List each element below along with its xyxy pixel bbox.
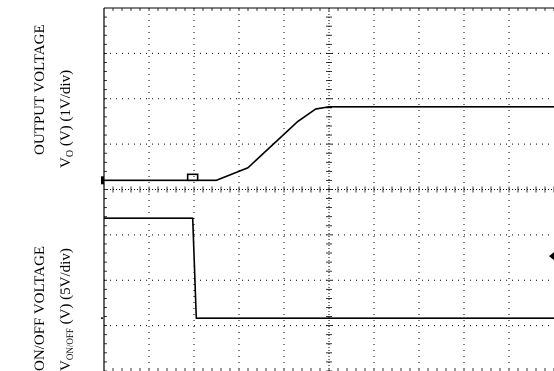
output-voltage-subscript: O	[65, 150, 76, 157]
y-axis-labels: OUTPUT VOLTAGE VO (V) (1V/div) ON/OFF VO…	[32, 24, 76, 371]
output-voltage-symbol: V	[58, 157, 74, 168]
onoff-voltage-subscript: ON/OFF	[65, 328, 75, 360]
channel1-ground-marker	[101, 176, 104, 185]
onoff-voltage-units: (V) (5V/div)	[58, 248, 74, 328]
output-voltage-label-line2: VO (V) (1V/div)	[58, 70, 76, 168]
onoff-voltage-label-line2: VON/OFF (V) (5V/div)	[58, 248, 75, 371]
onoff-voltage-symbol: V	[58, 360, 74, 371]
channel2-ground-marker	[101, 317, 103, 320]
markers	[101, 173, 554, 320]
trace-1	[104, 106, 554, 182]
traces	[104, 106, 554, 320]
trace-2	[104, 217, 554, 320]
trigger-level-marker	[549, 252, 554, 261]
onoff-voltage-label-line1: ON/OFF VOLTAGE	[32, 246, 48, 371]
grid	[103, 7, 554, 371]
output-voltage-units: (V) (1V/div)	[58, 70, 74, 150]
output-voltage-label-line1: OUTPUT VOLTAGE	[32, 24, 48, 155]
trigger-marker	[186, 173, 199, 182]
